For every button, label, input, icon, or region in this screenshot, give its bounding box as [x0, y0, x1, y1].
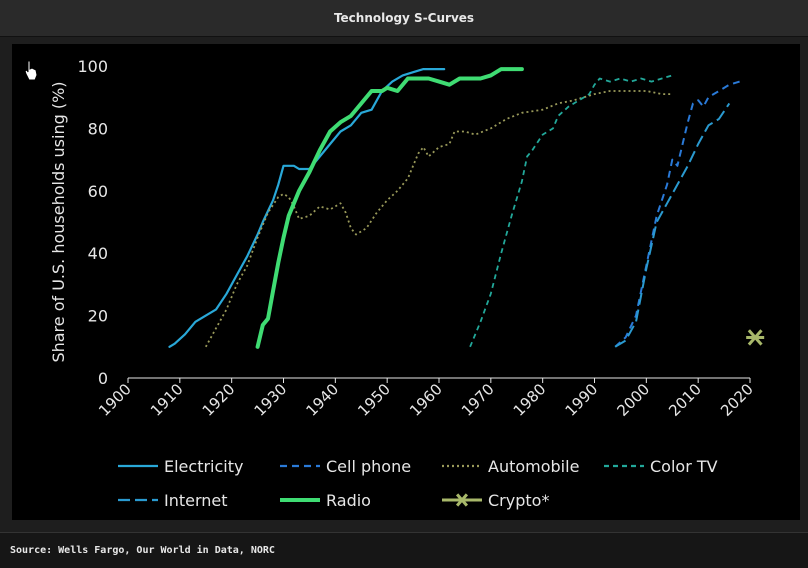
y-tick-label: 40 [88, 244, 108, 263]
legend-item-automobile: Automobile [442, 457, 579, 476]
x-tick-label: 1990 [562, 380, 602, 420]
series-lines [168, 67, 765, 349]
legend-item-cell-phone: Cell phone [280, 457, 411, 476]
legend-item-color-tv: Color TV [604, 457, 718, 476]
legend-label: Cell phone [326, 457, 411, 476]
legend-label: Electricity [164, 457, 243, 476]
x-tick-label: 1940 [302, 380, 342, 420]
y-tick-label: 0 [98, 369, 108, 388]
legend-label: Crypto* [488, 491, 549, 510]
marker-stroke [747, 329, 763, 346]
axes: 1900 1910 1920 1930 1940 1950 1960 1970 1980 1990… [49, 57, 757, 420]
x-tick-label: 2010 [665, 380, 705, 420]
internet-line [614, 102, 731, 348]
y-tick-label: 60 [88, 182, 108, 201]
color-tv-line [469, 74, 673, 348]
x-tick-label: 2020 [717, 380, 757, 420]
legend-label: Radio [326, 491, 371, 510]
legend: Electricity Cell phone Automobile Color TV I… [118, 457, 718, 510]
chart: 1900 1910 1920 1930 1940 1950 1960 1970 1980 1990… [49, 57, 765, 510]
y-tick-label: 100 [77, 57, 108, 76]
automobile-line [205, 90, 673, 348]
y-tick-label: 80 [88, 119, 108, 138]
legend-label: Automobile [488, 457, 579, 476]
x-tick-label: 1980 [510, 380, 550, 420]
x-tick-label: 2000 [613, 380, 653, 420]
x-tick-label: 1910 [147, 380, 187, 420]
x-tick-label: 1920 [199, 380, 239, 420]
crypto-marker [746, 329, 765, 346]
y-tick-label: 20 [88, 307, 108, 326]
cell-phone-line [614, 80, 740, 348]
legend-label: Internet [164, 491, 228, 510]
y-axis-label: Share of U.S. households using (%) [49, 81, 68, 362]
source-note: Source: Wells Fargo, Our World in Data, … [10, 545, 275, 556]
electricity-line [168, 68, 446, 348]
legend-item-crypto: Crypto* [442, 491, 549, 510]
legend-item-radio: Radio [280, 491, 371, 510]
window-titlebar: Technology S-Curves [0, 0, 808, 37]
window-title: Technology S-Curves [333, 11, 475, 25]
legend-item-internet: Internet [118, 491, 228, 510]
radio-line [255, 67, 524, 349]
chart-panel: 1900 1910 1920 1930 1940 1950 1960 1970 1980 1990… [12, 44, 800, 520]
x-tick-label: 1950 [354, 380, 394, 420]
source-bar: Source: Wells Fargo, Our World in Data, … [0, 532, 808, 568]
hand-cursor-icon [24, 60, 38, 81]
x-tick-label: 1960 [406, 380, 446, 420]
legend-item-electricity: Electricity [118, 457, 243, 476]
legend-swatch [455, 493, 469, 507]
legend-label: Color TV [650, 457, 718, 476]
x-tick-label: 1970 [458, 380, 498, 420]
x-tick-label: 1930 [251, 380, 291, 420]
